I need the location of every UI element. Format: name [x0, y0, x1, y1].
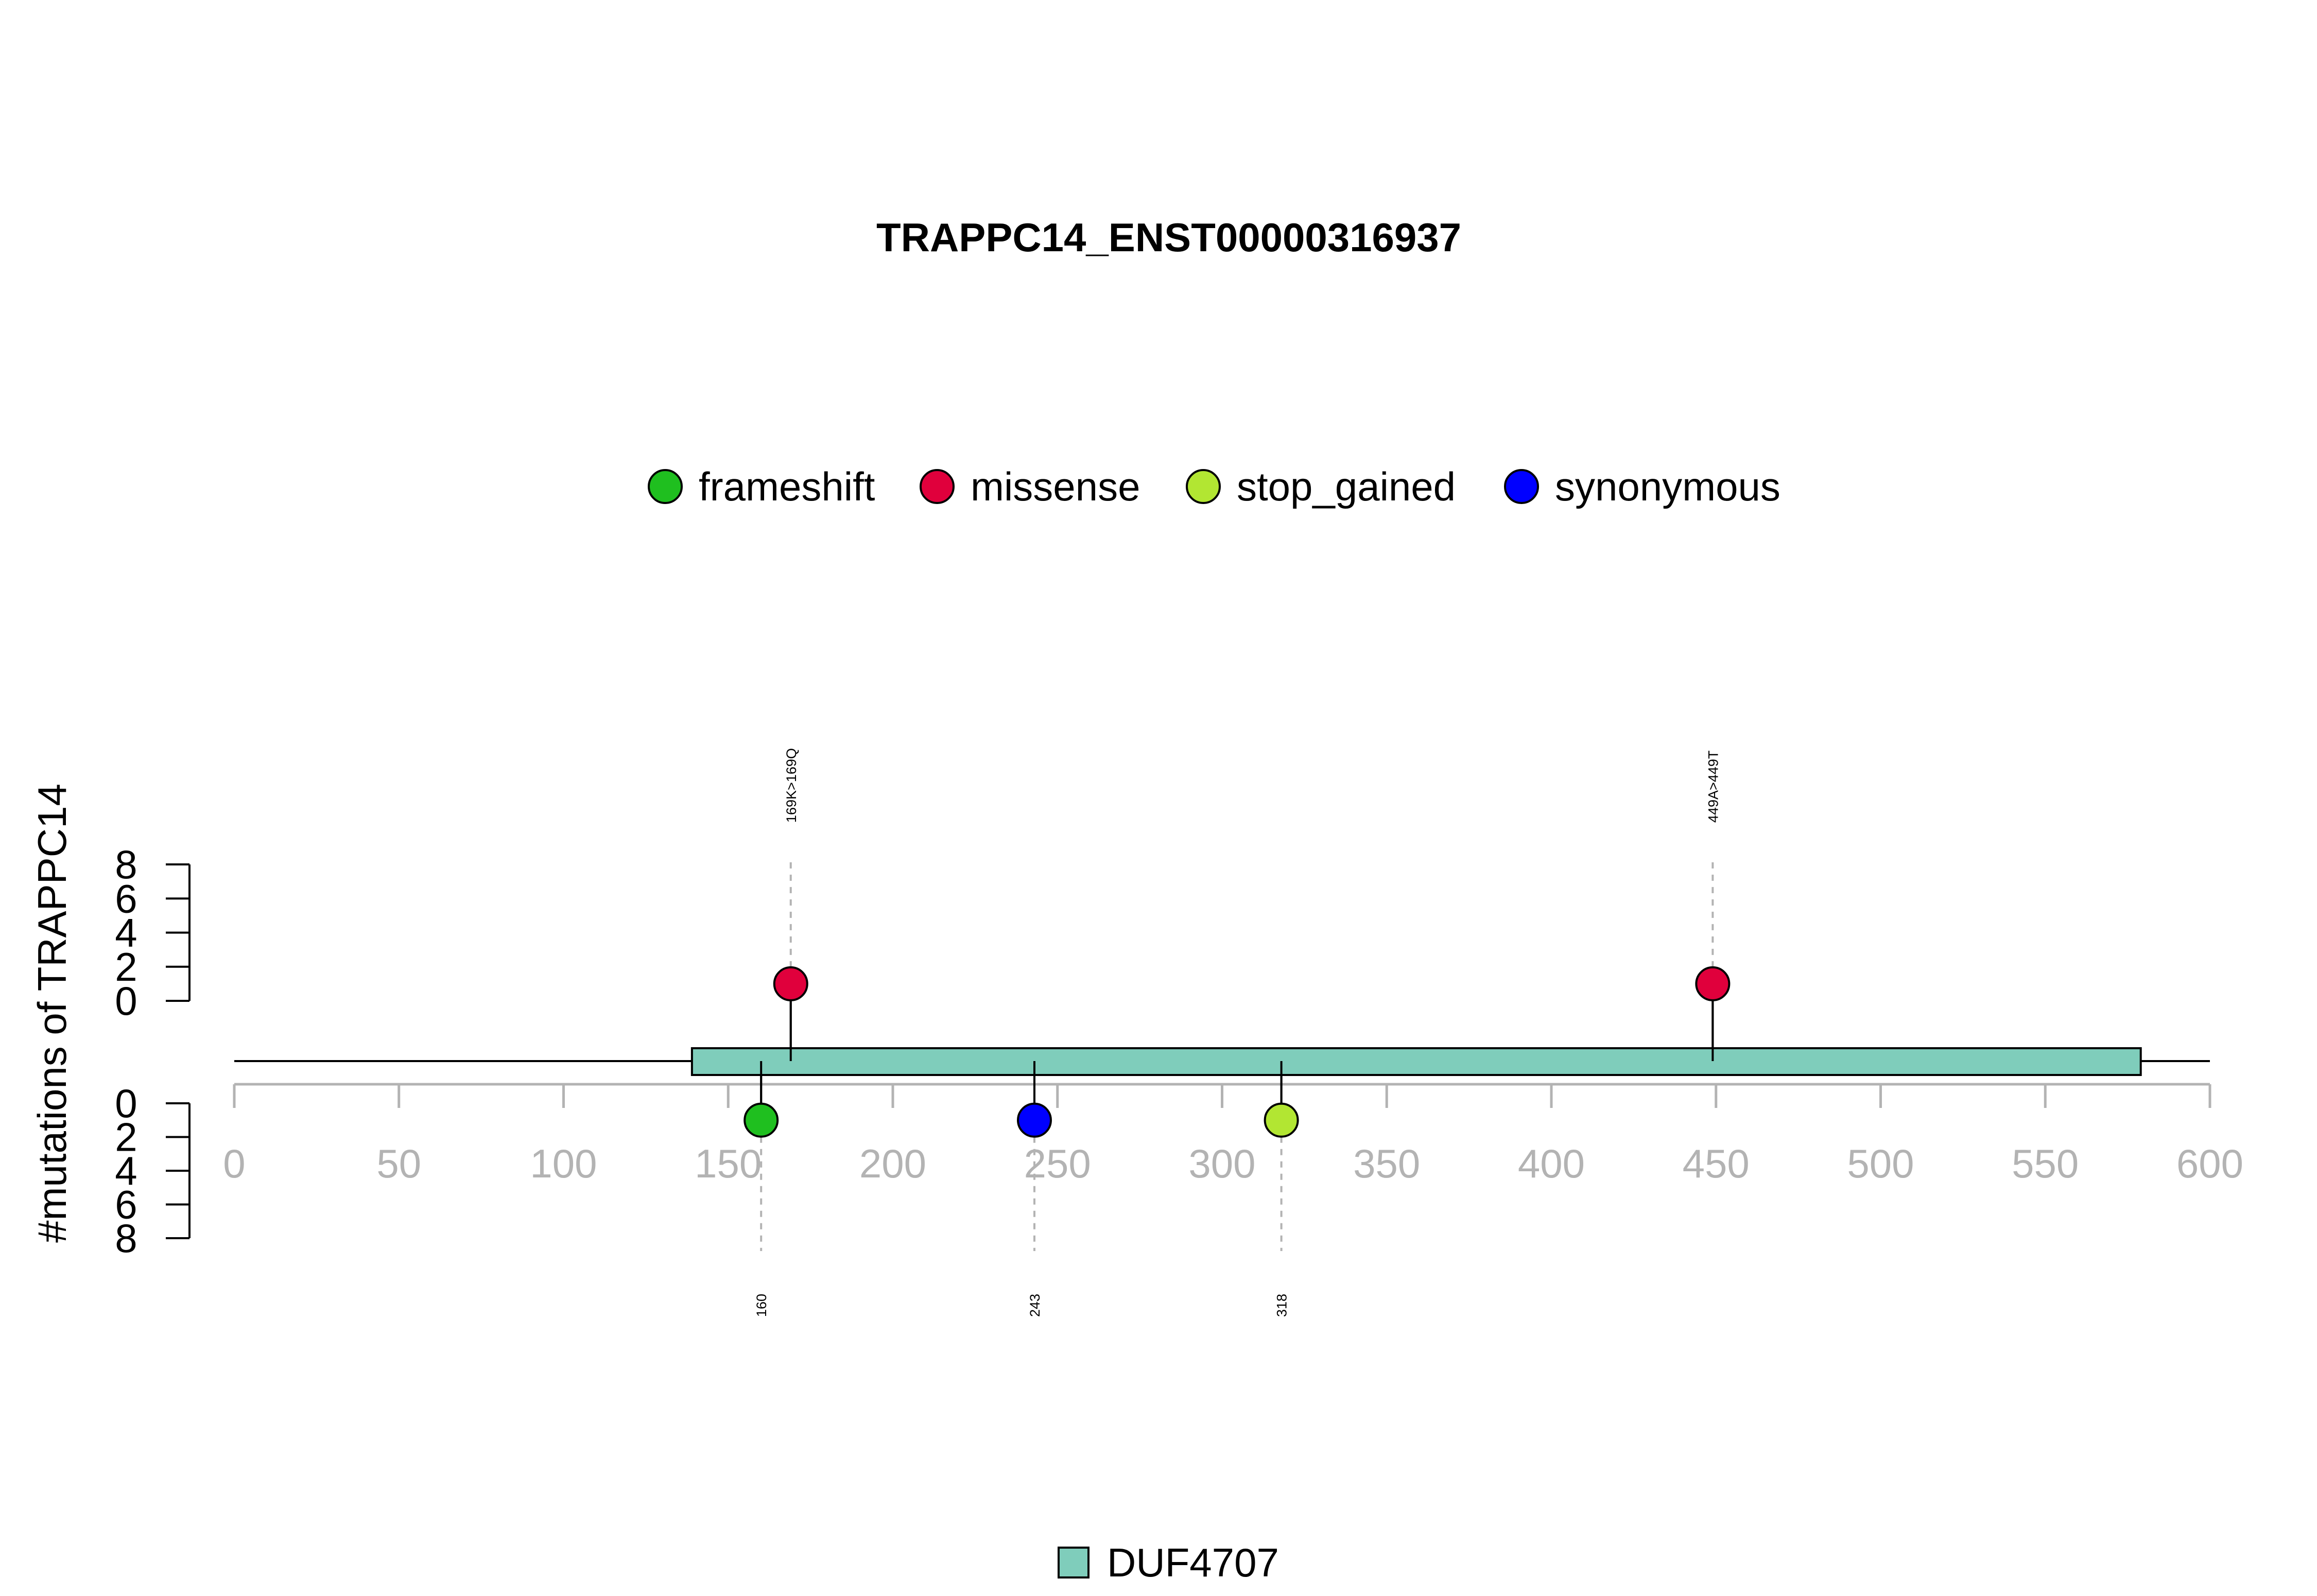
mutation-point-169	[773, 966, 808, 1001]
legend-item-frameshift: frameshift	[648, 464, 875, 509]
legend-marker-stop_gained	[1186, 469, 1221, 504]
x-tick-label-500: 500	[1847, 1141, 1914, 1186]
domain-DUF4707	[690, 1047, 2142, 1076]
legend-item-missense: missense	[920, 464, 1140, 509]
y-tick-label-bottom-8: 8	[115, 1216, 137, 1261]
y-tick-label-bottom-2: 2	[115, 1115, 137, 1160]
domain-legend: DUF4707	[1058, 1540, 1279, 1585]
x-tick-label-200: 200	[859, 1141, 926, 1186]
mutation-label-243: 243	[1027, 1294, 1043, 1317]
y-tick-label-top-0: 0	[115, 978, 137, 1023]
mutation-point-318	[1264, 1102, 1299, 1138]
variant-legend: frameshift missense stop_gained synonymous	[648, 464, 1780, 509]
legend-marker-frameshift	[648, 469, 683, 504]
x-tick-label-0: 0	[223, 1141, 245, 1186]
mutation-point-160	[743, 1102, 779, 1138]
mutation-label-449: 449A>449T	[1705, 751, 1721, 823]
x-tick-label-300: 300	[1188, 1141, 1255, 1186]
y-tick-label-bottom-0: 0	[115, 1081, 137, 1126]
x-tick-label-350: 350	[1353, 1141, 1420, 1186]
legend-marker-synonymous	[1504, 469, 1539, 504]
legend-label-frameshift: frameshift	[699, 464, 875, 509]
mutation-point-243	[1016, 1102, 1052, 1138]
x-tick-label-150: 150	[695, 1141, 762, 1186]
x-tick-label-400: 400	[1518, 1141, 1585, 1186]
domain-legend-item-DUF4707: DUF4707	[1058, 1540, 1279, 1585]
x-axis: 0 50 100 150 200 250 300 350 400 450 500 550 600	[223, 1083, 2243, 1186]
mutation-label-160: 160	[754, 1294, 769, 1317]
chart-title: TRAPPC14_ENST00000316937	[876, 215, 1461, 260]
x-tick-label-100: 100	[530, 1141, 597, 1186]
y-tick-label-top-6: 6	[115, 876, 137, 921]
mutation-point-449	[1695, 966, 1731, 1001]
mutation-label-318: 318	[1274, 1294, 1290, 1317]
y-tick-label-top-4: 4	[115, 910, 137, 956]
x-tick-label-550: 550	[2012, 1141, 2079, 1186]
legend-item-synonymous: synonymous	[1504, 464, 1780, 509]
domain-layer	[690, 1047, 2142, 1076]
y-axis-label: #mutations of TRAPPC14	[29, 784, 75, 1243]
y-tick-label-bottom-6: 6	[115, 1182, 137, 1227]
y-tick-label-bottom-4: 4	[115, 1148, 137, 1193]
mutation-layer: 169K>169Q 449A>449T 160 243 318	[743, 748, 1731, 1317]
domain-legend-label-DUF4707: DUF4707	[1107, 1540, 1279, 1585]
legend-label-stop_gained: stop_gained	[1237, 464, 1456, 509]
legend-label-synonymous: synonymous	[1555, 464, 1780, 509]
x-tick-label-600: 600	[2176, 1141, 2243, 1186]
x-tick-label-450: 450	[1683, 1141, 1750, 1186]
y-tick-label-top-8: 8	[115, 842, 137, 887]
domain-legend-swatch-DUF4707	[1058, 1547, 1090, 1578]
legend-marker-missense	[920, 469, 955, 504]
mutation-label-169: 169K>169Q	[784, 748, 799, 823]
x-tick-label-50: 50	[376, 1141, 421, 1186]
legend-item-stop_gained: stop_gained	[1186, 464, 1456, 509]
y-tick-label-top-2: 2	[115, 944, 137, 990]
legend-label-missense: missense	[971, 464, 1140, 509]
